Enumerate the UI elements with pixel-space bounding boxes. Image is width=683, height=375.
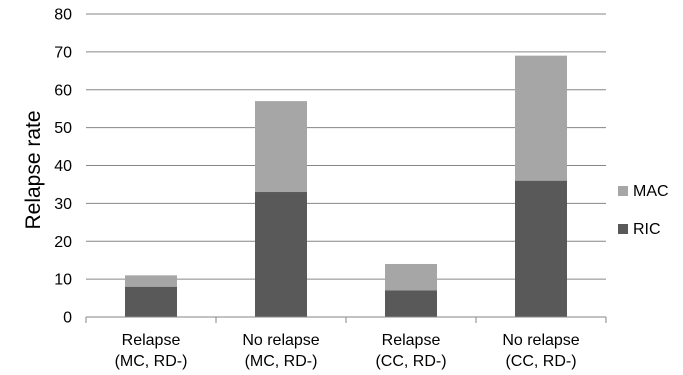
bar-mac-3 xyxy=(515,55,567,181)
y-tick-label: 40 xyxy=(54,158,72,175)
bar-mac-1 xyxy=(255,101,307,193)
bar-ric-3 xyxy=(515,180,567,317)
bars xyxy=(125,55,567,317)
x-tick-label: (CC, RD-) xyxy=(375,353,446,370)
bar-ric-0 xyxy=(125,286,177,317)
legend-label-mac: MAC xyxy=(633,183,669,200)
x-tick-label: (CC, RD-) xyxy=(505,353,576,370)
x-tick-label: Relapse xyxy=(382,332,441,349)
x-tick-label: No relapse xyxy=(242,332,319,349)
bar-mac-2 xyxy=(385,263,437,291)
x-tick-label: (MC, RD-) xyxy=(245,353,318,370)
x-tick-label: Relapse xyxy=(122,332,181,349)
bar-ric-2 xyxy=(385,290,437,317)
y-tick-label: 80 xyxy=(54,7,72,24)
x-tick-label: No relapse xyxy=(502,332,579,349)
y-tick-label: 20 xyxy=(54,234,72,251)
y-tick-label: 60 xyxy=(54,82,72,99)
x-tick-label: (MC, RD-) xyxy=(115,353,188,370)
y-tick-labels: 0 10 20 30 40 50 60 70 80 xyxy=(54,7,72,327)
y-tick-label: 0 xyxy=(63,310,72,327)
gridlines xyxy=(86,13,606,280)
y-axis-label: Relapse rate xyxy=(22,110,45,229)
x-tick-labels: Relapse (MC, RD-) No relapse (MC, RD-) Relap… xyxy=(115,332,580,370)
y-tick-label: 10 xyxy=(54,272,72,289)
bar-ric-1 xyxy=(255,192,307,317)
y-tick-label: 50 xyxy=(54,120,72,137)
legend: MAC RIC xyxy=(618,183,669,238)
legend-swatch-ric xyxy=(618,224,628,234)
legend-swatch-mac xyxy=(618,186,628,196)
x-tick-marks xyxy=(85,317,607,323)
legend-label-ric: RIC xyxy=(633,221,661,238)
y-tick-label: 70 xyxy=(54,44,72,61)
y-tick-label: 30 xyxy=(54,196,72,213)
bar-mac-0 xyxy=(125,275,177,287)
